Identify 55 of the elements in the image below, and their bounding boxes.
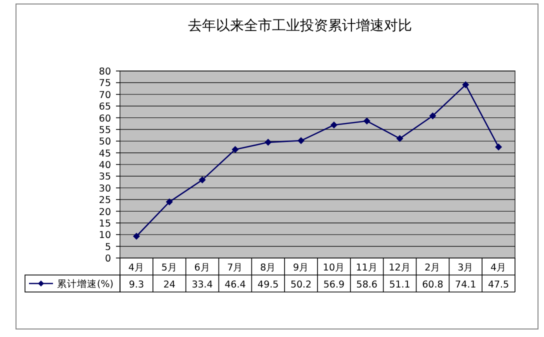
legend-label: 累计增速(%) — [57, 278, 114, 290]
point — [462, 81, 470, 88]
point — [132, 232, 140, 240]
x-tick-label: 2月 — [424, 262, 441, 274]
x-tick-label: 4月 — [128, 262, 144, 274]
y-tick-label: 40 — [98, 160, 111, 171]
point — [363, 118, 370, 125]
y-tick-label: 25 — [98, 195, 111, 206]
data-label: 47.5 — [488, 280, 510, 290]
point — [232, 146, 239, 154]
x-tick-label: 12月 — [388, 262, 411, 274]
point — [396, 135, 404, 142]
x-tick-label: 10月 — [322, 262, 346, 274]
x-tick-label: 6月 — [194, 262, 210, 274]
x-tick-label: 7月 — [227, 262, 244, 274]
point — [330, 121, 338, 128]
point — [429, 112, 436, 120]
x-tick-label: 3月 — [458, 262, 474, 274]
x-tick-label: 5月 — [161, 262, 178, 274]
point — [264, 138, 272, 146]
data-label: 50.2 — [290, 280, 312, 290]
y-tick-label: 50 — [98, 136, 111, 148]
y-tick-label: 10 — [98, 230, 111, 242]
data-label: 46.4 — [224, 280, 246, 290]
y-tick-label: 75 — [98, 78, 111, 90]
y-tick-label: 35 — [98, 172, 111, 183]
data-label: 60.8 — [422, 280, 444, 290]
y-tick-label: 60 — [98, 113, 111, 124]
y-tick-label: 80 — [98, 66, 111, 78]
x-tick-label: 8月 — [260, 262, 276, 274]
data-label: 9.3 — [128, 280, 144, 290]
chart-title: 去年以来全市工业投资累计增速对比 — [188, 18, 412, 34]
x-tick-label: 4月 — [490, 262, 507, 274]
y-tick-label: 45 — [98, 148, 111, 160]
data-label: 49.5 — [258, 280, 279, 290]
data-label: 74.1 — [455, 280, 476, 290]
y-tick-label: 0 — [104, 254, 111, 264]
point — [495, 143, 502, 150]
y-tick-label: 65 — [98, 102, 111, 113]
data-label: 51.1 — [389, 280, 410, 290]
y-tick-label: 30 — [98, 183, 111, 194]
data-label: 24 — [163, 280, 176, 290]
point — [166, 198, 173, 206]
y-tick-label: 15 — [98, 218, 111, 230]
y-tick-label: 5 — [104, 242, 111, 253]
point — [298, 137, 305, 144]
data-label: 33.4 — [192, 280, 213, 290]
x-tick-label: 9月 — [293, 262, 310, 274]
x-tick-label: 11月 — [356, 262, 378, 274]
y-tick-label: 55 — [98, 124, 111, 136]
point — [198, 176, 206, 184]
y-tick-label: 70 — [98, 90, 111, 101]
y-tick-label: 20 — [98, 206, 111, 218]
data-label: 58.6 — [356, 280, 378, 290]
data-label: 56.9 — [323, 280, 345, 290]
